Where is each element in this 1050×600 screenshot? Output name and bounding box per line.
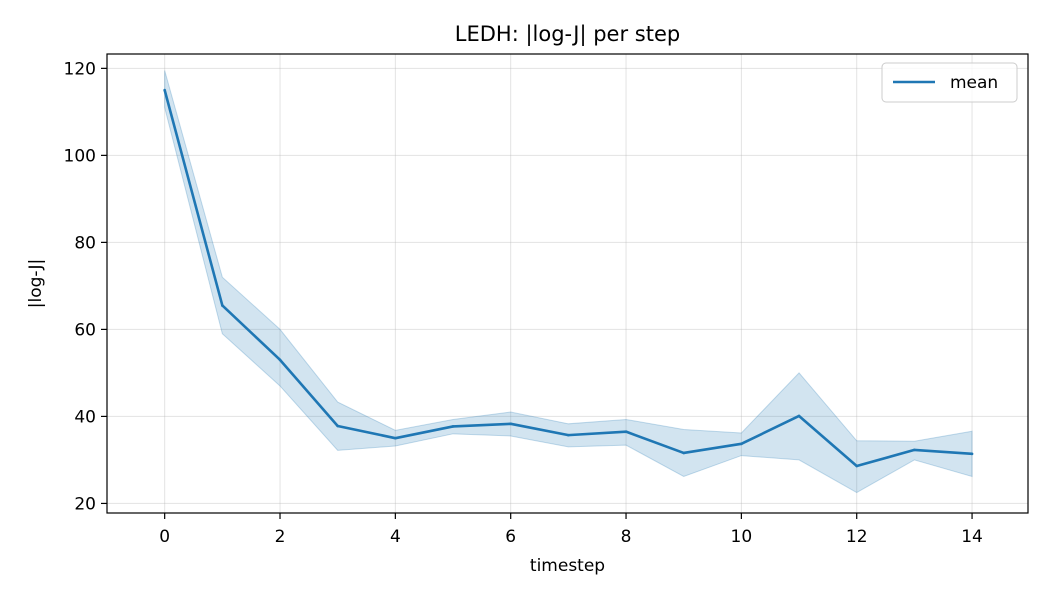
data-point	[970, 452, 974, 456]
x-tick-label: 14	[961, 527, 983, 547]
x-tick-label: 12	[846, 527, 868, 547]
std-band	[164, 70, 973, 494]
chart-title: LEDH: |log-J| per step	[455, 22, 680, 47]
plot-area-frame	[106, 53, 1029, 514]
data-points	[163, 88, 974, 468]
y-axis-label: |log-J|	[26, 259, 46, 308]
grid	[107, 54, 1028, 513]
data-point	[336, 424, 339, 428]
data-point	[797, 414, 801, 418]
data-point	[221, 304, 224, 307]
y-tick-label: 100	[64, 146, 96, 166]
data-point	[913, 448, 916, 452]
legend-box	[881, 62, 1018, 103]
x-tick-label: 0	[159, 527, 170, 547]
data-point	[451, 425, 455, 428]
legend: mean	[881, 62, 1018, 103]
data-point	[682, 451, 686, 455]
data-point	[740, 442, 743, 446]
x-axis-label: timestep	[530, 556, 605, 576]
y-tick-label: 120	[64, 59, 96, 79]
data-point	[624, 430, 628, 433]
x-tick-label: 4	[390, 527, 401, 547]
y-tick-label: 40	[74, 407, 96, 427]
mean-series-line	[163, 89, 973, 468]
x-tick-label: 10	[731, 527, 753, 547]
y-tick-label: 80	[74, 233, 96, 253]
data-point	[278, 358, 282, 362]
legend-label-mean: mean	[950, 73, 998, 93]
data-point	[509, 422, 512, 426]
data-point	[567, 433, 570, 437]
x-tick-label: 8	[621, 527, 632, 547]
data-point	[855, 464, 859, 468]
data-point	[163, 88, 166, 92]
x-tick-label: 2	[275, 527, 286, 547]
data-point	[394, 436, 397, 440]
y-tick-label: 60	[74, 320, 96, 340]
x-axis-ticks: 0 2 4 6 8 10 12 14	[159, 513, 983, 547]
y-tick-label: 20	[74, 494, 96, 514]
x-tick-label: 6	[505, 527, 516, 547]
y-axis-ticks: 20 40 60 80 100 120	[64, 59, 107, 514]
